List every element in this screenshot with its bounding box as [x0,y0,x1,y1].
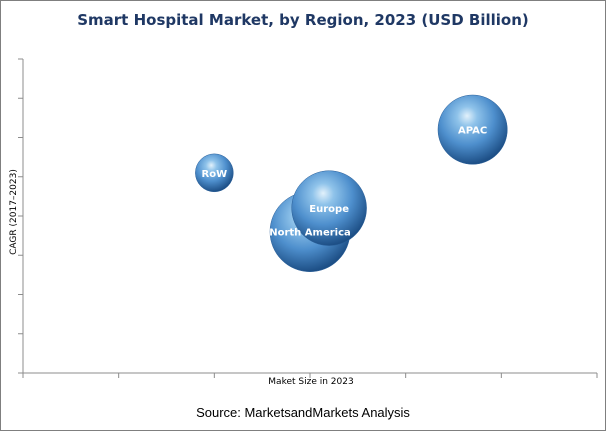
bubble-apac [437,94,508,165]
y-axis-label: CAGR (2017–2023) [9,169,19,255]
axes [18,58,598,378]
bubble-europe [291,170,367,246]
bubble-row [195,153,234,193]
bubble-label-north-america: North America [269,228,351,239]
x-axis-label: Maket Size in 2023 [268,377,354,387]
bubble-label-europe: Europe [309,204,349,215]
bubbles: RoW North America Europe APAC [195,94,508,272]
bubble-label-row: RoW [202,169,228,180]
chart-title: Smart Hospital Market, by Region, 2023 (… [77,11,529,29]
source-note: Source: MarketsandMarkets Analysis [196,405,410,420]
bubble-label-apac: APAC [458,126,487,137]
